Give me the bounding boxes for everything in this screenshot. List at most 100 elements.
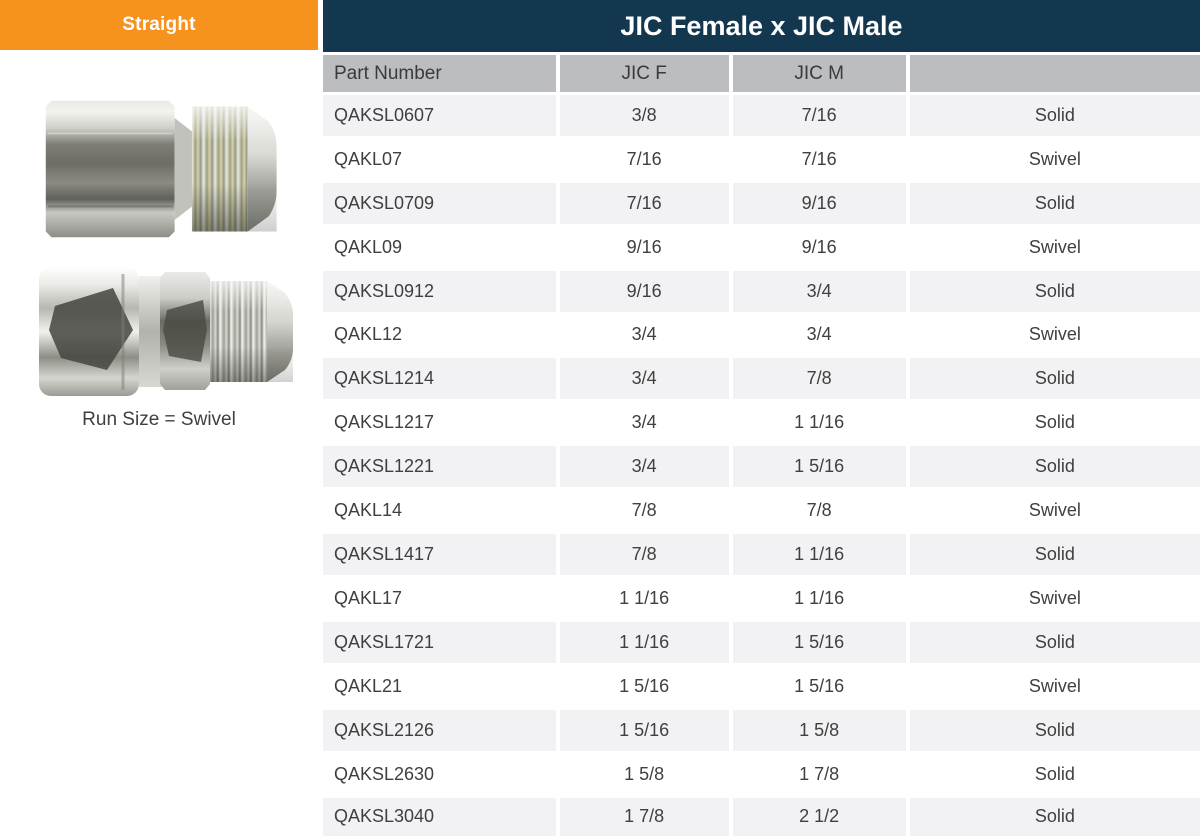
table-title: JIC Female x JIC Male <box>323 0 1200 52</box>
table-header-row: Part Number JIC F JIC M <box>323 55 1200 95</box>
jic-m-cell: 7/8 <box>732 490 910 535</box>
part-number-cell: QAKSL1721 <box>323 621 560 666</box>
table-row: QAKSL1221 3/4 1 5/16 Solid <box>323 446 1200 491</box>
jic-m-cell: 1 1/16 <box>732 577 910 622</box>
type-cell: Swivel <box>909 665 1200 710</box>
jic-f-cell: 7/16 <box>559 182 733 227</box>
jic-f-cell: 1 7/8 <box>559 797 733 836</box>
fittings-table: Part Number JIC F JIC M QAKSL0607 3/8 7/16… <box>323 55 1200 836</box>
part-number-cell: QAKSL1221 <box>323 446 560 491</box>
table-row: QAKSL3040 1 7/8 2 1/2 Solid <box>323 797 1200 836</box>
table-row: QAKSL2630 1 5/8 1 7/8 Solid <box>323 753 1200 798</box>
type-cell: Solid <box>909 534 1200 578</box>
jic-m-cell: 2 1/2 <box>732 797 910 836</box>
jic-f-cell: 1 5/8 <box>559 753 733 798</box>
jic-f-cell: 3/4 <box>559 314 733 359</box>
part-number-cell: QAKL17 <box>323 577 560 622</box>
jic-f-cell: 3/4 <box>559 446 733 491</box>
jic-m-cell: 1 5/8 <box>732 709 910 754</box>
jic-f-cell: 1 5/16 <box>559 665 733 710</box>
table-row: QAKSL1721 1 1/16 1 5/16 Solid <box>323 621 1200 666</box>
swivel-fitting-image <box>39 267 293 396</box>
jic-m-cell: 3/4 <box>732 314 910 359</box>
jic-f-cell: 1 1/16 <box>559 621 733 666</box>
jic-m-cell: 3/4 <box>732 270 910 315</box>
table-row: QAKSL1217 3/4 1 1/16 Solid <box>323 402 1200 447</box>
jic-m-cell: 1 1/16 <box>732 534 910 578</box>
part-number-cell: QAKSL3040 <box>323 797 560 836</box>
jic-m-cell: 1 5/16 <box>732 446 910 491</box>
table-row: QAKL21 1 5/16 1 5/16 Swivel <box>323 665 1200 710</box>
column-header-jic-m: JIC M <box>732 55 910 95</box>
table-row: QAKSL0709 7/16 9/16 Solid <box>323 182 1200 227</box>
type-cell: Solid <box>909 621 1200 666</box>
column-header-part-number: Part Number <box>323 55 560 95</box>
table-row: QAKL07 7/16 7/16 Swivel <box>323 138 1200 183</box>
category-header: Straight <box>0 0 318 50</box>
type-cell: Swivel <box>909 490 1200 535</box>
part-number-cell: QAKSL1217 <box>323 402 560 447</box>
jic-f-cell: 9/16 <box>559 270 733 315</box>
type-cell: Solid <box>909 753 1200 798</box>
table-row: QAKSL1214 3/4 7/8 Solid <box>323 358 1200 403</box>
column-header-type <box>909 55 1200 95</box>
table-row: QAKL14 7/8 7/8 Swivel <box>323 490 1200 535</box>
jic-m-cell: 1 5/16 <box>732 665 910 710</box>
jic-f-cell: 1 1/16 <box>559 577 733 622</box>
part-number-cell: QAKSL2630 <box>323 753 560 798</box>
table-row: QAKSL1417 7/8 1 1/16 Solid <box>323 534 1200 578</box>
type-cell: Solid <box>909 402 1200 447</box>
type-cell: Swivel <box>909 577 1200 622</box>
type-cell: Solid <box>909 270 1200 315</box>
type-cell: Solid <box>909 182 1200 227</box>
type-cell: Solid <box>909 709 1200 754</box>
table-row: QAKSL2126 1 5/16 1 5/8 Solid <box>323 709 1200 754</box>
column-header-jic-f: JIC F <box>559 55 733 95</box>
part-number-cell: QAKL14 <box>323 490 560 535</box>
jic-f-cell: 3/8 <box>559 95 733 139</box>
jic-f-cell: 7/8 <box>559 534 733 578</box>
jic-f-cell: 9/16 <box>559 226 733 271</box>
run-size-caption: Run Size = Swivel <box>82 409 236 430</box>
table-row: QAKSL0607 3/8 7/16 Solid <box>323 95 1200 139</box>
jic-m-cell: 7/8 <box>732 358 910 403</box>
jic-m-cell: 1 5/16 <box>732 621 910 666</box>
jic-m-cell: 7/16 <box>732 95 910 139</box>
table-panel: JIC Female x JIC Male Part Number JIC F … <box>323 0 1200 836</box>
part-number-cell: QAKSL0607 <box>323 95 560 139</box>
jic-m-cell: 1 1/16 <box>732 402 910 447</box>
type-cell: Solid <box>909 446 1200 491</box>
type-cell: Swivel <box>909 226 1200 271</box>
type-cell: Solid <box>909 358 1200 403</box>
jic-m-cell: 7/16 <box>732 138 910 183</box>
part-number-cell: QAKL12 <box>323 314 560 359</box>
jic-f-cell: 7/8 <box>559 490 733 535</box>
fittings-table-body: QAKSL0607 3/8 7/16 Solid QAKL07 7/16 7/16 Swive… <box>323 95 1200 836</box>
table-row: QAKL09 9/16 9/16 Swivel <box>323 226 1200 271</box>
jic-m-cell: 9/16 <box>732 182 910 227</box>
jic-f-cell: 3/4 <box>559 358 733 403</box>
jic-f-cell: 7/16 <box>559 138 733 183</box>
jic-f-cell: 1 5/16 <box>559 709 733 754</box>
part-number-cell: QAKL07 <box>323 138 560 183</box>
jic-f-cell: 3/4 <box>559 402 733 447</box>
table-row: QAKL17 1 1/16 1 1/16 Swivel <box>323 577 1200 622</box>
left-panel: Straight <box>0 0 318 836</box>
part-number-cell: QAKSL2126 <box>323 709 560 754</box>
part-number-cell: QAKSL0912 <box>323 270 560 315</box>
part-number-cell: QAKL21 <box>323 665 560 710</box>
solid-fitting-image <box>45 100 277 238</box>
type-cell: Solid <box>909 797 1200 836</box>
part-number-cell: QAKSL0709 <box>323 182 560 227</box>
part-number-cell: QAKSL1214 <box>323 358 560 403</box>
jic-m-cell: 1 7/8 <box>732 753 910 798</box>
part-number-cell: QAKSL1417 <box>323 534 560 578</box>
part-number-cell: QAKL09 <box>323 226 560 271</box>
type-cell: Swivel <box>909 138 1200 183</box>
type-cell: Solid <box>909 95 1200 139</box>
table-row: QAKL12 3/4 3/4 Swivel <box>323 314 1200 359</box>
table-row: QAKSL0912 9/16 3/4 Solid <box>323 270 1200 315</box>
type-cell: Swivel <box>909 314 1200 359</box>
jic-m-cell: 9/16 <box>732 226 910 271</box>
